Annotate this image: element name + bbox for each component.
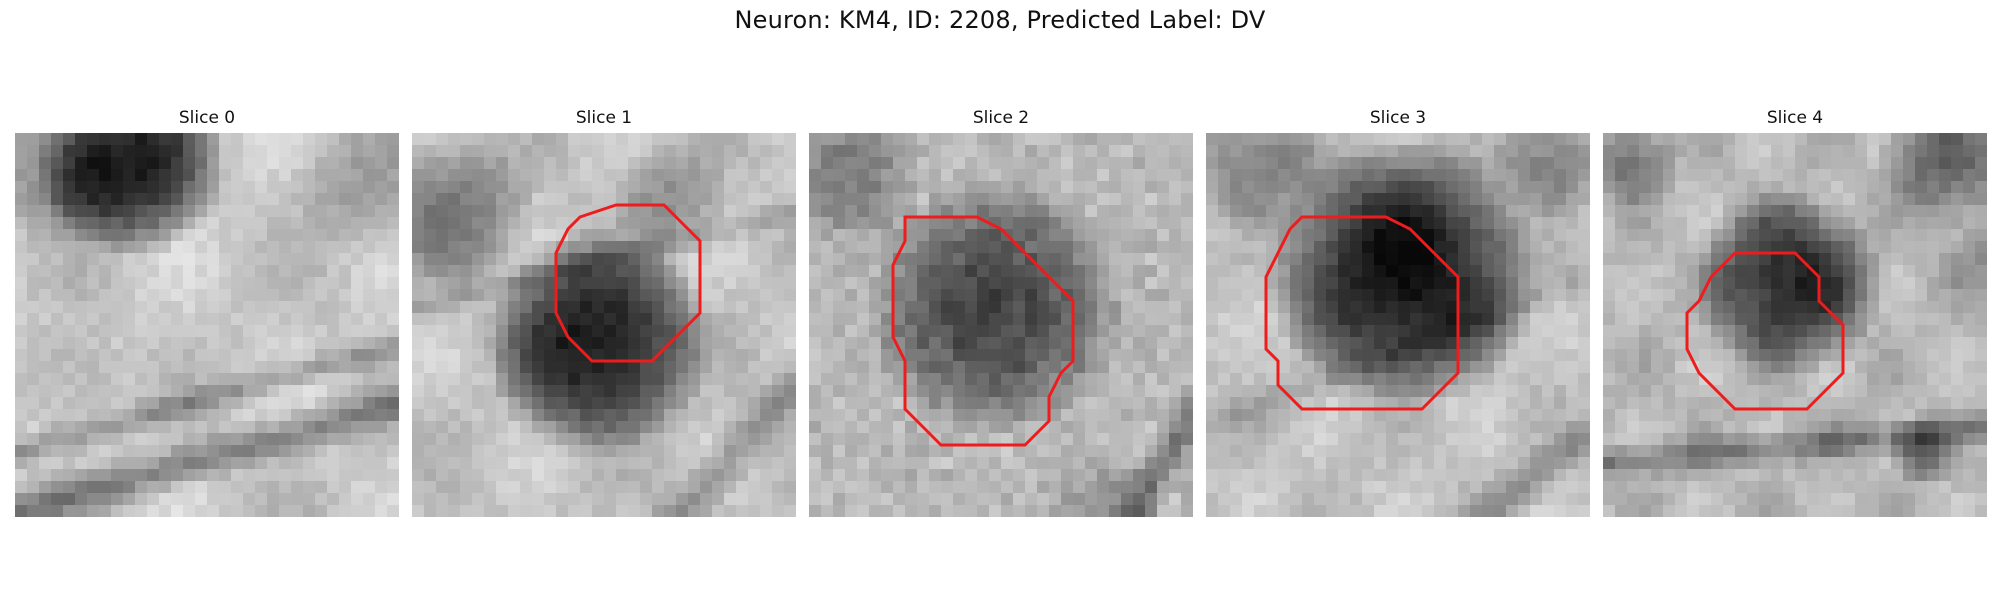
slice-title-2: Slice 2 — [972, 108, 1030, 128]
slice-image-1 — [412, 133, 796, 517]
slice-panel-2: Slice 2 — [809, 108, 1193, 520]
roi-contour — [891, 215, 1075, 447]
slice-image-3 — [1206, 133, 1590, 517]
slice-title-0: Slice 0 — [178, 108, 236, 128]
slice-title-4: Slice 4 — [1766, 108, 1824, 128]
slice-panel-0: Slice 0 — [15, 108, 399, 520]
figure-title: Neuron: KM4, ID: 2208, Predicted Label: … — [734, 6, 1266, 34]
slice-image-4 — [1603, 133, 1987, 517]
slice-panel-4: Slice 4 — [1603, 108, 1987, 520]
roi-contour — [554, 203, 702, 363]
slice-title-1: Slice 1 — [575, 108, 633, 128]
roi-contour — [1264, 215, 1460, 411]
roi-contour — [1685, 251, 1845, 411]
slice-image-2 — [809, 133, 1193, 517]
slice-panel-3: Slice 3 — [1206, 108, 1590, 520]
slice-title-3: Slice 3 — [1369, 108, 1427, 128]
slice-panel-1: Slice 1 — [412, 108, 796, 520]
slice-image-0 — [15, 133, 399, 517]
